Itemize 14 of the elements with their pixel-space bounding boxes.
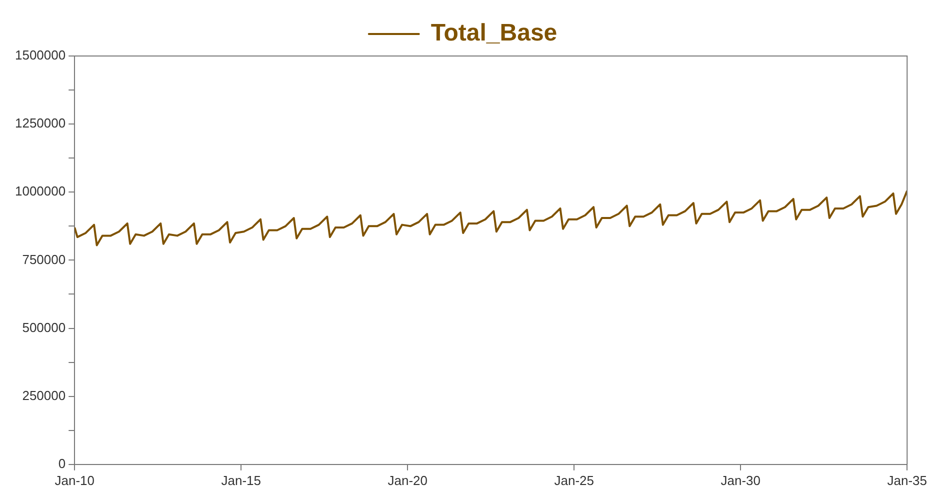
y-tick-label: 1000000 — [14, 184, 66, 199]
x-tick-label: Jan-25 — [554, 472, 594, 488]
x-tick-label: Jan-35 — [887, 472, 927, 488]
y-tick-label: 1500000 — [14, 48, 66, 63]
x-tick-label: Jan-15 — [221, 472, 261, 488]
legend-label: Total_Base — [430, 20, 558, 47]
y-tick-label: 1250000 — [14, 116, 66, 131]
x-tick-label: Jan-20 — [388, 472, 428, 488]
y-tick-label: 0 — [58, 456, 66, 471]
y-tick-label: 750000 — [22, 252, 66, 267]
x-tick-label: Jan-30 — [720, 472, 760, 488]
y-tick-label: 500000 — [22, 320, 66, 335]
x-tick-label: Jan-10 — [54, 472, 94, 488]
y-tick-label: 250000 — [22, 388, 66, 403]
